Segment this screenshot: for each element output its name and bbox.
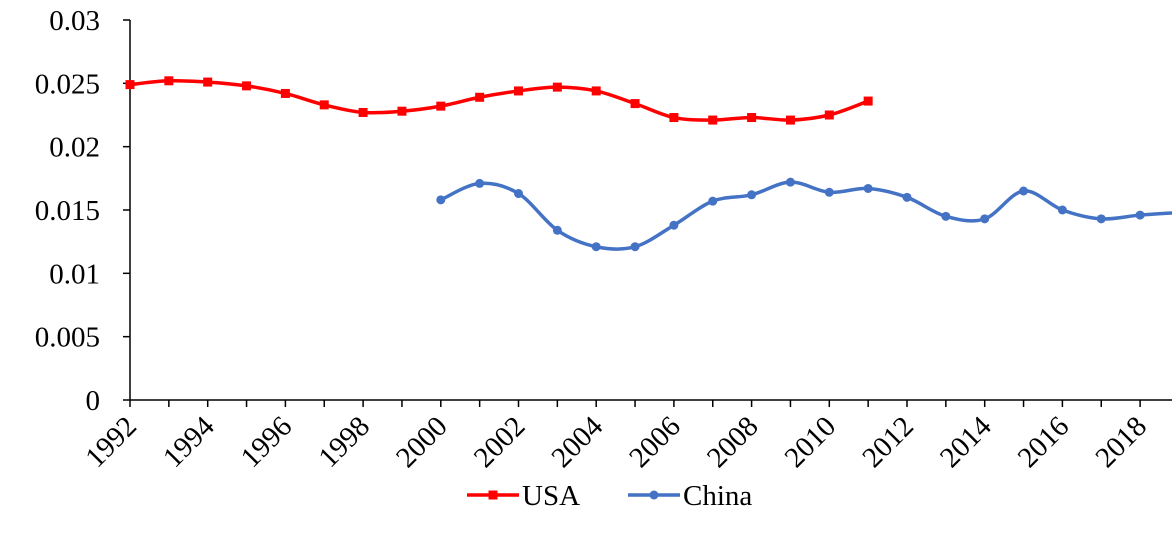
data-point-usa bbox=[203, 77, 213, 87]
data-point-usa bbox=[863, 96, 873, 106]
legend-marker-china bbox=[649, 490, 659, 500]
data-point-china bbox=[514, 189, 523, 199]
legend-label-usa: USA bbox=[522, 480, 580, 512]
data-point-usa bbox=[242, 81, 252, 91]
x-tick-label: 1996 bbox=[235, 410, 299, 474]
y-tick-label: 0.03 bbox=[49, 5, 100, 37]
x-tick-label: 1994 bbox=[157, 410, 221, 474]
data-point-usa bbox=[358, 107, 368, 117]
data-point-usa bbox=[164, 76, 174, 86]
x-tick-label: 2002 bbox=[468, 410, 532, 474]
data-point-usa bbox=[514, 86, 523, 96]
data-point-usa bbox=[280, 88, 290, 98]
data-point-usa bbox=[824, 110, 834, 120]
data-point-usa bbox=[436, 101, 446, 111]
data-point-china bbox=[630, 242, 640, 252]
data-point-china bbox=[1096, 214, 1106, 224]
data-point-china bbox=[902, 192, 912, 202]
x-tick-label: 2018 bbox=[1089, 410, 1153, 474]
data-point-usa bbox=[708, 115, 718, 125]
plot-area bbox=[125, 76, 1172, 252]
data-point-china bbox=[552, 225, 562, 235]
data-point-china bbox=[1019, 186, 1029, 196]
data-point-china bbox=[436, 195, 446, 205]
x-tick-label: 2012 bbox=[856, 410, 920, 474]
y-tick-label: 0.02 bbox=[49, 132, 100, 164]
data-point-china bbox=[863, 183, 873, 193]
y-tick-label: 0.025 bbox=[35, 68, 100, 100]
x-tick-label: 2016 bbox=[1012, 410, 1076, 474]
y-tick-label: 0.005 bbox=[35, 322, 100, 354]
x-tick-label: 2004 bbox=[546, 410, 610, 474]
x-tick-label: 2010 bbox=[779, 410, 843, 474]
series-line-usa bbox=[129, 78, 869, 122]
data-point-china bbox=[824, 187, 834, 197]
axes: 0 0.005 0.01 0.015 0.02 0.025 0.03 1992 1994 1996… bbox=[35, 5, 1172, 474]
data-point-china bbox=[980, 214, 990, 224]
y-tick-label: 0 bbox=[86, 385, 101, 417]
data-point-china bbox=[669, 220, 679, 230]
data-point-china bbox=[708, 196, 718, 206]
data-point-usa bbox=[552, 82, 562, 92]
data-point-usa bbox=[669, 113, 679, 123]
x-tick-label: 2006 bbox=[623, 410, 687, 474]
data-point-china bbox=[747, 190, 757, 200]
data-point-usa bbox=[319, 100, 329, 110]
data-point-china bbox=[941, 211, 951, 221]
legend-marker-usa bbox=[488, 490, 498, 500]
x-tick-label: 1992 bbox=[79, 410, 143, 474]
x-tick-label: 2008 bbox=[701, 410, 765, 474]
legend: USA China bbox=[467, 480, 752, 512]
data-point-china bbox=[785, 177, 795, 187]
data-point-china bbox=[1135, 210, 1145, 220]
data-point-usa bbox=[125, 80, 135, 90]
data-point-usa bbox=[630, 99, 640, 109]
data-point-usa bbox=[785, 115, 795, 125]
data-point-usa bbox=[591, 86, 601, 96]
data-point-usa bbox=[475, 92, 485, 102]
y-tick-label: 0.015 bbox=[35, 195, 100, 227]
data-point-china bbox=[591, 242, 601, 252]
x-tick-label: 2014 bbox=[934, 410, 998, 474]
data-point-china bbox=[475, 178, 485, 188]
data-point-usa bbox=[747, 113, 757, 123]
series-line-china bbox=[440, 180, 1172, 251]
legend-label-china: China bbox=[683, 480, 752, 512]
y-tick-label: 0.01 bbox=[49, 258, 100, 290]
data-point-china bbox=[1057, 205, 1067, 215]
x-tick-label: 2000 bbox=[390, 410, 454, 474]
data-point-usa bbox=[397, 106, 407, 116]
x-tick-label: 1998 bbox=[312, 410, 376, 474]
